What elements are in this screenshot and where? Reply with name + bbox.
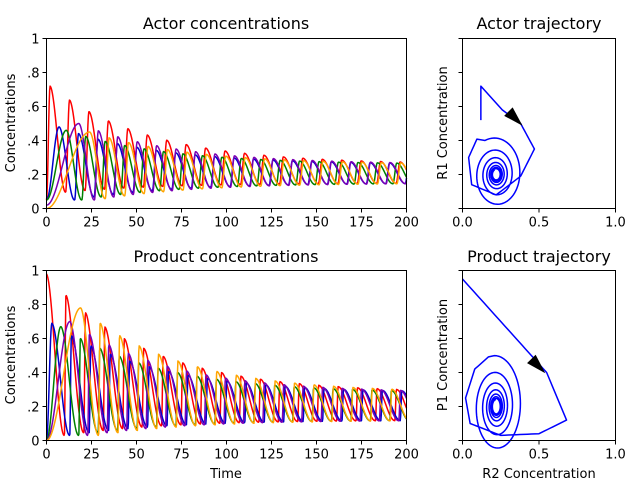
series-line-3 — [46, 129, 408, 201]
y-tick-label: .6 — [27, 333, 39, 348]
y-tick-label: .8 — [27, 299, 39, 314]
x-tick-label: 75 — [173, 216, 190, 231]
x-tick-label: 175 — [349, 448, 374, 463]
x-tick-label: 25 — [83, 216, 100, 231]
y-axis-label: Concentrations — [4, 305, 19, 404]
y-tick-label: .2 — [27, 401, 39, 416]
x-tick-label: 0 — [42, 216, 50, 231]
chart-title: Product concentrations — [134, 247, 319, 266]
x-axis-label: R2 Concentration — [482, 467, 595, 480]
plot-frame — [462, 38, 616, 209]
y-tick-label: 0 — [31, 435, 39, 450]
x-tick-label: 0.0 — [452, 216, 473, 231]
x-tick-label: 75 — [173, 448, 190, 463]
y-tick-label: 1 — [31, 33, 39, 48]
series-line-2 — [45, 322, 408, 441]
x-tick-label: 0.5 — [529, 448, 550, 463]
x-tick-label: 150 — [304, 448, 329, 463]
panel-actor-concentrations: Actor concentrations Concentrations 0 25 5… — [4, 14, 419, 231]
y-axis-label: R1 Concentration — [436, 66, 451, 179]
x-tick-label: 0.5 — [529, 216, 550, 231]
direction-arrow-icon — [527, 354, 546, 374]
direction-arrow-icon — [504, 107, 523, 126]
y-tick-label: .6 — [27, 101, 39, 116]
x-tick-label: 150 — [304, 216, 329, 231]
x-tick-label: 50 — [128, 448, 145, 463]
series-line-5 — [46, 131, 408, 210]
trajectory-line — [467, 85, 536, 206]
series-line-4 — [46, 320, 408, 442]
x-tick-label: 125 — [259, 448, 284, 463]
y-tick-label: .4 — [27, 367, 39, 382]
y-tick-label: 1 — [31, 265, 39, 280]
y-tick-label: .4 — [27, 135, 39, 150]
x-tick-label: 100 — [214, 216, 239, 231]
y-axis-label: P1 Concentration — [436, 299, 451, 411]
y-tick-label: 0 — [31, 203, 39, 218]
x-tick-label: 200 — [394, 216, 419, 231]
chart-title: Product trajectory — [467, 247, 611, 266]
x-tick-label: 25 — [83, 448, 100, 463]
x-tick-label: 1.0 — [605, 448, 626, 463]
x-tick-label: 200 — [394, 448, 419, 463]
chart-title: Actor concentrations — [143, 14, 309, 33]
trajectory-line — [461, 278, 568, 449]
x-tick-label: 125 — [259, 216, 284, 231]
panel-product-concentrations: Product concentrations Concentrations Ti… — [4, 247, 419, 480]
x-tick-label: 1.0 — [605, 216, 626, 231]
y-axis-label: Concentrations — [4, 73, 19, 172]
x-tick-label: 0.0 — [452, 448, 473, 463]
series-line-5 — [46, 307, 408, 442]
x-tick-label: 100 — [214, 448, 239, 463]
y-tick-label: .2 — [27, 169, 39, 184]
x-axis-label: Time — [209, 467, 242, 480]
panel-product-trajectory: Product trajectory P1 Concentration R2 C… — [436, 247, 626, 480]
x-tick-label: 0 — [42, 448, 50, 463]
panel-actor-trajectory: Actor trajectory R1 Concentration 0.0 0.5… — [436, 14, 626, 231]
plot-frame — [462, 270, 616, 441]
y-tick-label: .8 — [27, 67, 39, 82]
chart-title: Actor trajectory — [476, 14, 601, 33]
x-tick-label: 50 — [128, 216, 145, 231]
x-tick-label: 175 — [349, 216, 374, 231]
plot-frame — [46, 270, 407, 441]
